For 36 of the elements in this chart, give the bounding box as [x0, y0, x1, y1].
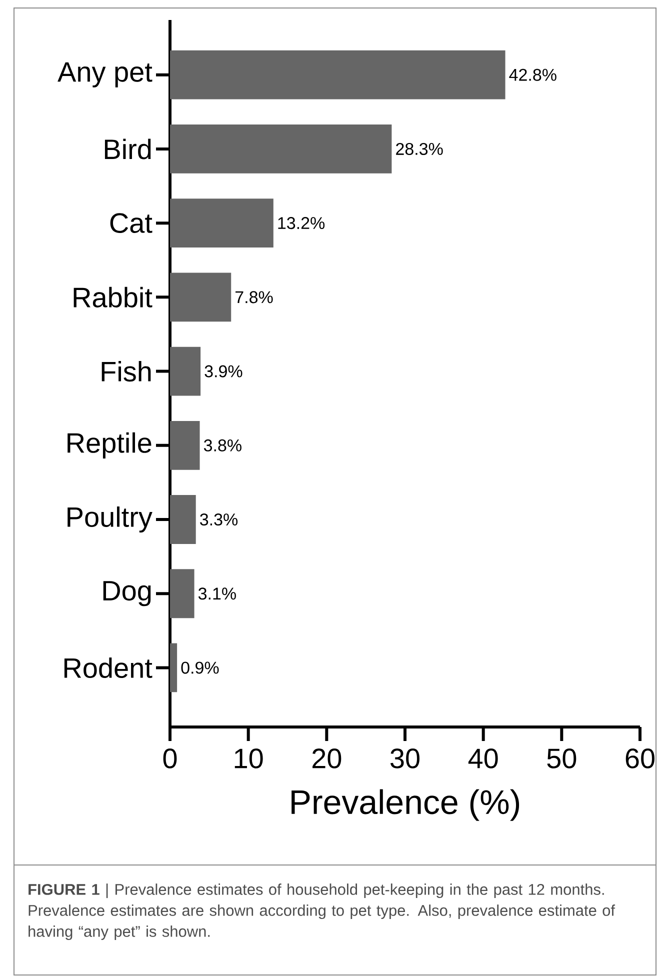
y-tick-label: Poultry	[68, 506, 152, 533]
data-label: 3.3%	[200, 513, 238, 526]
text: FIGURE 1 | Prevalence estimates of household pet-keeping in the past 12 months. Prevalence estimates are shown according to pet type. Also, prevalence estimate of having “any pet” is shown.	[28, 884, 616, 940]
y-tick-label: Reptile	[68, 432, 152, 458]
x-axis-title: Prevalence (%)	[292, 789, 520, 821]
data-label: 13.2%	[278, 217, 325, 230]
y-tick-label: Rabbit	[74, 286, 152, 308]
y-tick-label: Rodent	[64, 657, 152, 678]
x-tick-label: 30	[390, 748, 420, 768]
bar	[170, 495, 196, 544]
data-label: 7.8%	[236, 291, 273, 304]
y-tick-label: Any pet	[58, 62, 152, 88]
x-tick-label: 40	[468, 748, 498, 768]
data-label: 28.3%	[396, 142, 443, 155]
data-label: 0.9%	[181, 662, 219, 674]
y-tick-label: Dog	[103, 581, 151, 606]
x-tick-label: 0	[163, 748, 177, 768]
y-tick-label: Bird	[104, 138, 151, 160]
x-tick-label: 50	[547, 748, 576, 768]
data-label: 3.1%	[198, 588, 236, 600]
bar	[170, 569, 194, 618]
y-tick-label: Fish	[102, 361, 151, 382]
bar	[170, 346, 201, 396]
data-label: 3.9%	[204, 365, 242, 378]
bar	[170, 198, 274, 248]
bar	[170, 272, 232, 322]
x-tick-label: 10	[234, 748, 263, 768]
y-tick-label: Cat	[110, 213, 152, 233]
data-label: 3.8%	[204, 439, 242, 452]
bar	[170, 420, 200, 470]
bar	[170, 124, 392, 174]
data-label: 42.8%	[509, 68, 556, 81]
bar	[170, 50, 506, 100]
x-tick-label: 60	[626, 748, 654, 768]
x-tick-label: 20	[312, 748, 342, 768]
bar	[170, 643, 178, 692]
